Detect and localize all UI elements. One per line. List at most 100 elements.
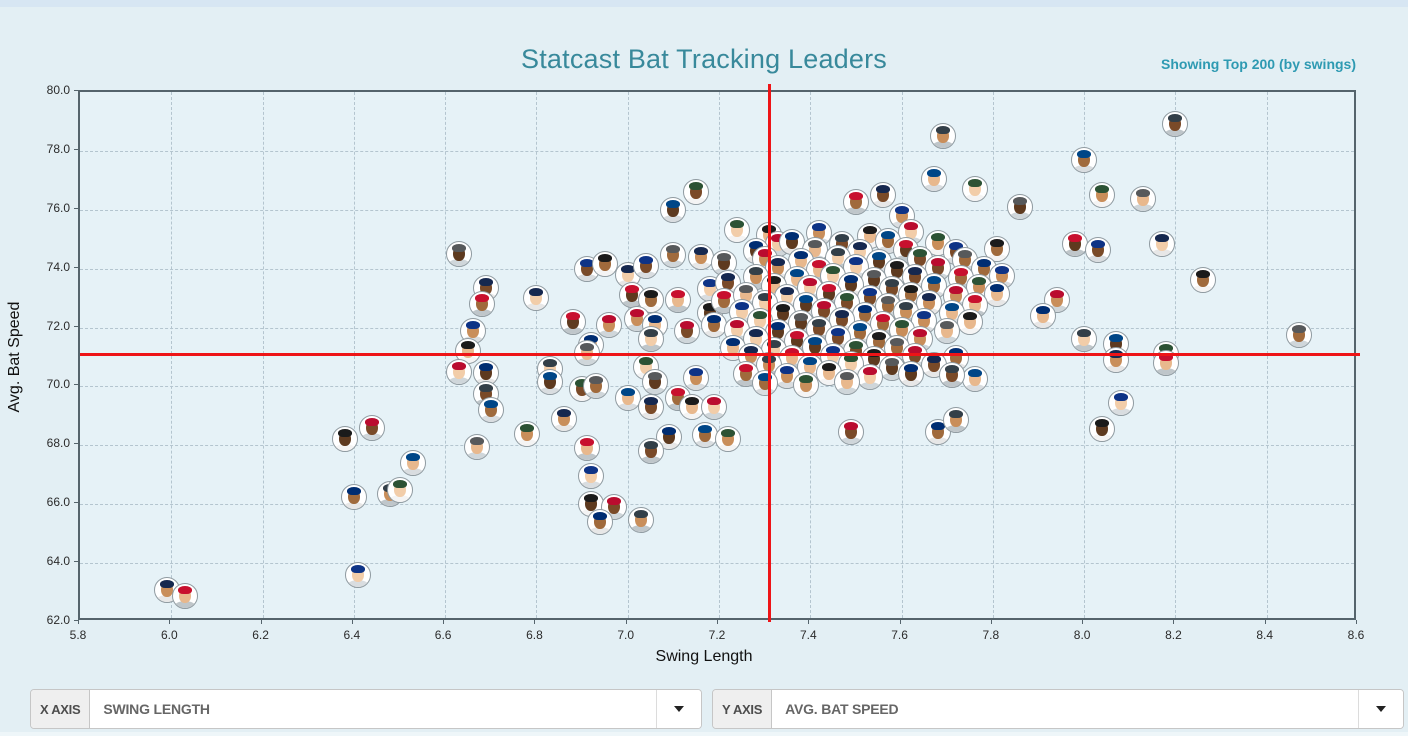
scatter-point-player[interactable] <box>514 420 541 447</box>
scatter-point-player[interactable] <box>1062 230 1088 257</box>
player-cap-icon <box>853 242 868 251</box>
scatter-point-player[interactable] <box>934 318 961 345</box>
scatter-point-player[interactable] <box>1103 346 1130 373</box>
player-jersey <box>662 260 685 268</box>
scatter-point-player[interactable] <box>660 242 687 269</box>
player-jersey <box>945 425 968 433</box>
scatter-point-player[interactable] <box>1071 326 1098 353</box>
scatter-point-player[interactable] <box>614 385 641 412</box>
scatter-point-player[interactable] <box>674 317 701 344</box>
scatter-point-player[interactable] <box>445 240 472 267</box>
scatter-point-player[interactable] <box>838 419 865 446</box>
scatter-point-player[interactable] <box>582 373 609 400</box>
scatter-point-player[interactable] <box>591 251 618 278</box>
scatter-point-player[interactable] <box>1043 286 1070 313</box>
x-axis-selector[interactable]: X AXIS SWING LENGTH <box>30 689 702 729</box>
scatter-point-player[interactable] <box>1089 182 1116 209</box>
scatter-point-player[interactable] <box>523 285 550 312</box>
scatter-point-player[interactable] <box>833 369 860 396</box>
scatter-point-player[interactable] <box>961 366 988 393</box>
player-cap-icon <box>543 358 558 367</box>
scatter-point-player[interactable] <box>664 286 691 313</box>
scatter-point-player[interactable] <box>938 362 965 389</box>
y-axis-tick <box>74 325 78 327</box>
scatter-point-player[interactable] <box>701 394 728 421</box>
scatter-point-player[interactable] <box>984 235 1011 262</box>
scatter-point-player[interactable] <box>870 182 897 209</box>
scatter-point-player[interactable] <box>929 123 956 150</box>
avg-line-horizontal <box>80 353 1360 357</box>
scatter-point-player[interactable] <box>171 582 198 609</box>
scatter-point-player[interactable] <box>559 308 586 335</box>
scatter-point-player[interactable] <box>637 438 664 465</box>
scatter-point-player[interactable] <box>856 364 883 391</box>
x-axis-dropdown-button[interactable] <box>656 690 701 728</box>
scatter-point-player[interactable] <box>660 196 687 223</box>
scatter-point-player[interactable] <box>1030 302 1057 329</box>
scatter-point-player[interactable] <box>842 189 869 216</box>
scatter-point-player[interactable] <box>477 397 504 423</box>
scatter-point-player[interactable] <box>961 176 988 203</box>
player-cap-icon <box>940 321 955 330</box>
scatter-point-player[interactable] <box>596 311 623 338</box>
x-axis-selector-value[interactable]: SWING LENGTH <box>103 701 210 717</box>
scatter-point-player[interactable] <box>701 311 728 338</box>
scatter-point-player[interactable] <box>792 371 819 398</box>
scatter-point-player[interactable] <box>386 476 413 503</box>
player-jersey <box>402 468 425 475</box>
scatter-point-player[interactable] <box>774 363 801 390</box>
y-axis-selector-value[interactable]: AVG. BAT SPEED <box>785 701 899 717</box>
scatter-point-player[interactable] <box>683 364 710 391</box>
scatter-point-player[interactable] <box>1189 267 1216 294</box>
scatter-point-player[interactable] <box>710 288 737 315</box>
scatter-point-player[interactable] <box>1071 146 1098 173</box>
scatter-point-player[interactable] <box>464 433 491 460</box>
scatter-point-player[interactable] <box>331 426 358 453</box>
scatter-point-player[interactable] <box>897 361 924 388</box>
scatter-point-player[interactable] <box>957 309 984 336</box>
scatter-point-player[interactable] <box>1162 111 1189 138</box>
scatter-point-player[interactable] <box>1084 236 1111 263</box>
scatter-point-player[interactable] <box>345 561 372 588</box>
scatter-point-player[interactable] <box>587 508 614 535</box>
player-jersey <box>694 440 717 448</box>
scatter-point-player[interactable] <box>573 435 600 462</box>
scatter-point-player[interactable] <box>920 165 947 192</box>
scatter-point-player[interactable] <box>1007 193 1034 220</box>
scatter-point-player[interactable] <box>751 369 778 396</box>
scatter-point-player[interactable] <box>1148 230 1175 257</box>
scatter-point-player[interactable] <box>1089 416 1116 443</box>
scatter-point-player[interactable] <box>637 394 664 421</box>
scatter-point-player[interactable] <box>642 369 669 396</box>
player-cap-icon <box>780 366 795 375</box>
scatter-point-player[interactable] <box>468 291 495 317</box>
scatter-point-player[interactable] <box>733 361 760 388</box>
y-axis-dropdown-button[interactable] <box>1358 690 1403 728</box>
scatter-point-player[interactable] <box>943 407 970 434</box>
scatter-point-player[interactable] <box>628 507 655 534</box>
scatter-point-player[interactable] <box>683 179 710 206</box>
scatter-point-player[interactable] <box>578 463 605 490</box>
scatter-point-player[interactable] <box>400 450 427 476</box>
player-jersey <box>844 207 867 215</box>
scatter-point-player[interactable] <box>715 426 742 453</box>
x-axis-tick <box>1356 620 1357 624</box>
scatter-point-player[interactable] <box>632 252 659 279</box>
scatter-point-player[interactable] <box>1130 186 1157 213</box>
scatter-point-player[interactable] <box>1107 389 1134 416</box>
player-cap-icon <box>844 274 859 283</box>
player-cap-icon <box>876 185 891 194</box>
scatter-point-player[interactable] <box>359 414 386 441</box>
player-jersey <box>1155 367 1178 375</box>
scatter-point-player[interactable] <box>984 280 1011 307</box>
scatter-point-player[interactable] <box>769 301 796 328</box>
scatter-point-player[interactable] <box>550 405 577 432</box>
scatter-point-player[interactable] <box>537 369 564 396</box>
scatter-point-player[interactable] <box>445 358 472 385</box>
scatter-point-player[interactable] <box>340 483 367 510</box>
scatter-point-player[interactable] <box>724 217 751 244</box>
y-axis-selector[interactable]: Y AXIS AVG. BAT SPEED <box>712 689 1404 729</box>
scatter-point-player[interactable] <box>637 326 664 353</box>
scatter-point-player[interactable] <box>687 243 714 270</box>
scatter-point-player[interactable] <box>1285 321 1312 348</box>
